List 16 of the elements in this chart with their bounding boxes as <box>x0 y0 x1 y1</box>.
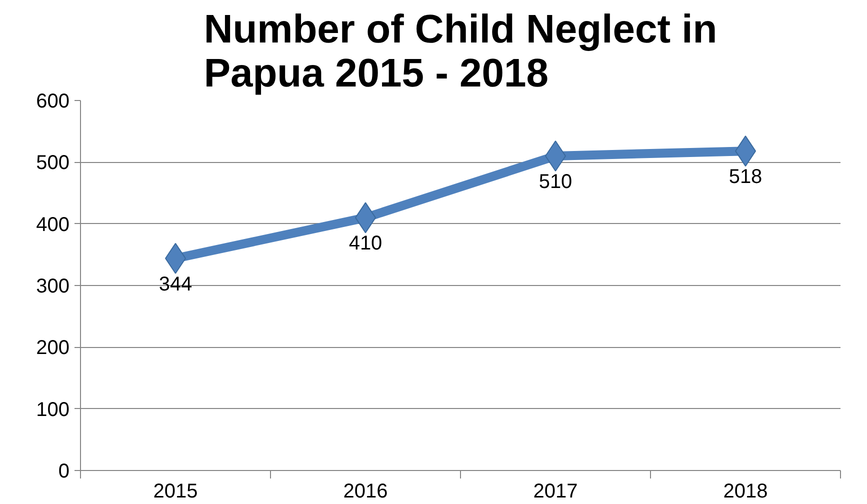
data-label: 410 <box>348 232 382 255</box>
x-tick-label: 2017 <box>533 480 578 502</box>
y-tick-label: 600 <box>36 90 70 112</box>
chart-title: Number of Child Neglect in Papua 2015 - 2018 <box>204 8 718 96</box>
y-tick-label: 200 <box>36 337 70 360</box>
y-tick-label: 400 <box>36 214 70 236</box>
y-tick-label: 500 <box>36 152 70 174</box>
x-tick-label: 2016 <box>343 480 388 502</box>
x-tick-label: 2018 <box>723 480 768 502</box>
y-tick-label: 300 <box>36 276 70 298</box>
data-label: 510 <box>538 171 572 193</box>
y-tick-label: 0 <box>58 460 70 482</box>
data-label: 344 <box>158 273 192 296</box>
x-tick-label: 2015 <box>153 480 198 502</box>
y-tick-label: 100 <box>36 398 70 421</box>
data-label: 518 <box>728 166 762 188</box>
